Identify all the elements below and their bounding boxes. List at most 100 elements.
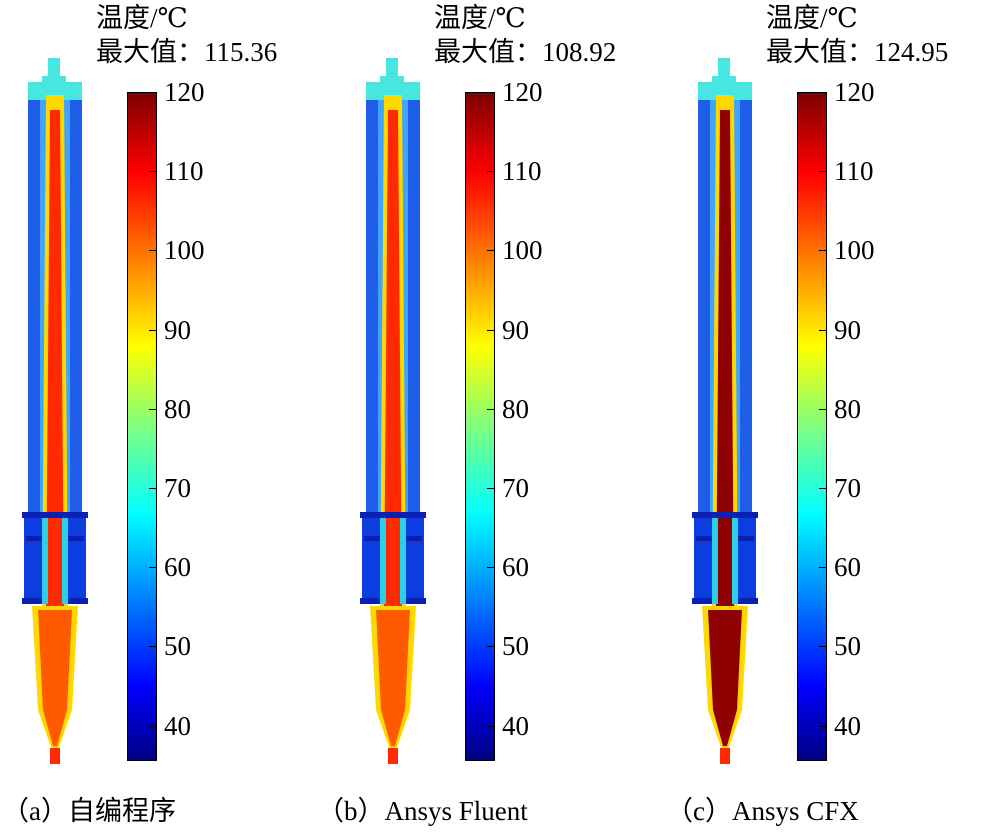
caption-a: （a）自编程序 bbox=[2, 796, 176, 826]
flange-upper bbox=[360, 512, 426, 518]
max-value-line: 最大值：115.36 bbox=[96, 36, 277, 69]
colorbar-tick-label: 100 bbox=[502, 235, 543, 266]
colorbar-tick-mark bbox=[819, 725, 827, 727]
colorbar-tick-label: 120 bbox=[834, 77, 875, 107]
bottom-tip bbox=[388, 748, 398, 764]
colorbar-title: 温度/℃ bbox=[766, 3, 858, 33]
core-hot-zone bbox=[384, 110, 402, 610]
colorbar-tick-label: 110 bbox=[164, 156, 204, 187]
max-value: 115.36 bbox=[204, 37, 278, 67]
colorbar-tick-mark bbox=[819, 488, 827, 489]
colorbar-tick-mark bbox=[487, 250, 495, 252]
colorbar-tick-mark bbox=[487, 725, 495, 727]
panel-c: 温度/℃ 最大值：124.95 （c）Ansys CFX 120 110 100 90… bbox=[662, 0, 993, 836]
colorbar-title: 温度/℃ bbox=[434, 3, 526, 33]
connector-core bbox=[718, 518, 732, 604]
max-label: 最大值： bbox=[766, 37, 874, 67]
colorbar-tick-mark bbox=[149, 171, 157, 173]
max-label: 最大值： bbox=[434, 37, 542, 67]
shell-top-band bbox=[366, 82, 420, 100]
temperature-contour-c bbox=[692, 58, 758, 764]
max-value-line: 最大值：108.92 bbox=[434, 36, 616, 69]
colorbar-tick-label: 70 bbox=[164, 473, 191, 503]
colorbar-tick-mark bbox=[487, 408, 495, 410]
top-collar bbox=[712, 76, 736, 84]
colorbar-tick-label: 60 bbox=[164, 552, 191, 583]
colorbar-tick-label: 50 bbox=[164, 631, 191, 662]
bottom-tip bbox=[50, 748, 60, 764]
colorbar-tick-mark bbox=[149, 329, 157, 331]
colorbar-tick-mark bbox=[487, 488, 495, 489]
colorbar-tick-mark bbox=[487, 171, 495, 173]
panel-a: 温度/℃ 最大值：115.36 （a）自编程序 120 110 100 90 80 70 6… bbox=[0, 0, 331, 836]
colorbar-tick-mark bbox=[487, 92, 495, 93]
colorbar-tick-mark bbox=[149, 408, 157, 410]
colorbar bbox=[465, 92, 495, 761]
bulb-hot bbox=[376, 610, 410, 746]
max-label: 最大值： bbox=[96, 37, 204, 67]
colorbar-tick-mark bbox=[149, 250, 157, 252]
colorbar bbox=[127, 92, 157, 761]
max-value: 108.92 bbox=[542, 37, 617, 67]
colorbar-tick-mark bbox=[819, 329, 827, 331]
colorbar-tick-label: 110 bbox=[502, 156, 542, 187]
flange-upper bbox=[22, 512, 88, 518]
colorbar-tick-label: 120 bbox=[502, 77, 543, 107]
colorbar-tick-mark bbox=[149, 488, 157, 489]
colorbar-tick-mark bbox=[819, 250, 827, 252]
bulb-hot bbox=[708, 610, 742, 746]
colorbar-tick-label: 40 bbox=[502, 710, 529, 741]
colorbar-tick-label: 90 bbox=[502, 314, 529, 345]
colorbar-tick-label: 100 bbox=[164, 235, 205, 266]
colorbar-tick-mark bbox=[819, 92, 827, 93]
colorbar-tick-label: 110 bbox=[834, 156, 874, 187]
colorbar-tick-label: 40 bbox=[164, 710, 191, 741]
colorbar-tick-label: 70 bbox=[834, 473, 861, 503]
caption-b: （b）Ansys Fluent bbox=[317, 796, 528, 826]
colorbar-tick-mark bbox=[819, 646, 827, 648]
top-collar bbox=[380, 76, 404, 84]
bulb-hot bbox=[38, 610, 72, 746]
colorbar-title: 温度/℃ bbox=[96, 3, 188, 33]
shell-top-band bbox=[28, 82, 82, 100]
colorbar-tick-label: 90 bbox=[164, 314, 191, 345]
top-collar bbox=[42, 76, 66, 84]
top-stem bbox=[718, 58, 730, 80]
colorbar-tick-mark bbox=[487, 567, 495, 569]
colorbar-tick-mark bbox=[149, 725, 157, 727]
colorbar-tick-label: 100 bbox=[834, 235, 875, 266]
colorbar-tick-label: 60 bbox=[502, 552, 529, 583]
colorbar-tick-label: 80 bbox=[164, 393, 191, 424]
colorbar-tick-label: 80 bbox=[502, 393, 529, 424]
colorbar-tick-mark bbox=[819, 171, 827, 173]
top-stem bbox=[48, 58, 60, 80]
colorbar-tick-mark bbox=[487, 329, 495, 331]
shell-top-band bbox=[698, 82, 752, 100]
connector-core bbox=[48, 518, 62, 604]
panel-b: 温度/℃ 最大值：108.92 （b）Ansys Fluent 120 110 10… bbox=[317, 0, 662, 836]
colorbar-tick-mark bbox=[819, 567, 827, 569]
max-value: 124.95 bbox=[874, 37, 949, 67]
colorbar-tick-label: 50 bbox=[502, 631, 529, 662]
colorbar-tick-mark bbox=[819, 408, 827, 410]
colorbar-tick-label: 50 bbox=[834, 631, 861, 662]
core-hot-zone bbox=[46, 110, 64, 610]
top-stem bbox=[386, 58, 398, 80]
colorbar-tick-label: 60 bbox=[834, 552, 861, 583]
colorbar-tick-label: 40 bbox=[834, 710, 861, 741]
flange-upper bbox=[692, 512, 758, 518]
colorbar-tick-mark bbox=[149, 567, 157, 569]
colorbar-tick-mark bbox=[149, 92, 157, 93]
colorbar-tick-label: 120 bbox=[164, 77, 205, 107]
colorbar-tick-mark bbox=[487, 646, 495, 648]
temperature-contour-a bbox=[22, 58, 88, 764]
colorbar-tick-label: 90 bbox=[834, 314, 861, 345]
bottom-tip bbox=[720, 748, 730, 764]
colorbar-tick-label: 80 bbox=[834, 393, 861, 424]
colorbar bbox=[797, 92, 827, 761]
max-value-line: 最大值：124.95 bbox=[766, 36, 948, 69]
core-hot-zone bbox=[716, 110, 734, 610]
colorbar-tick-mark bbox=[149, 646, 157, 648]
colorbar-tick-label: 70 bbox=[502, 473, 529, 503]
caption-c: （c）Ansys CFX bbox=[666, 796, 859, 826]
